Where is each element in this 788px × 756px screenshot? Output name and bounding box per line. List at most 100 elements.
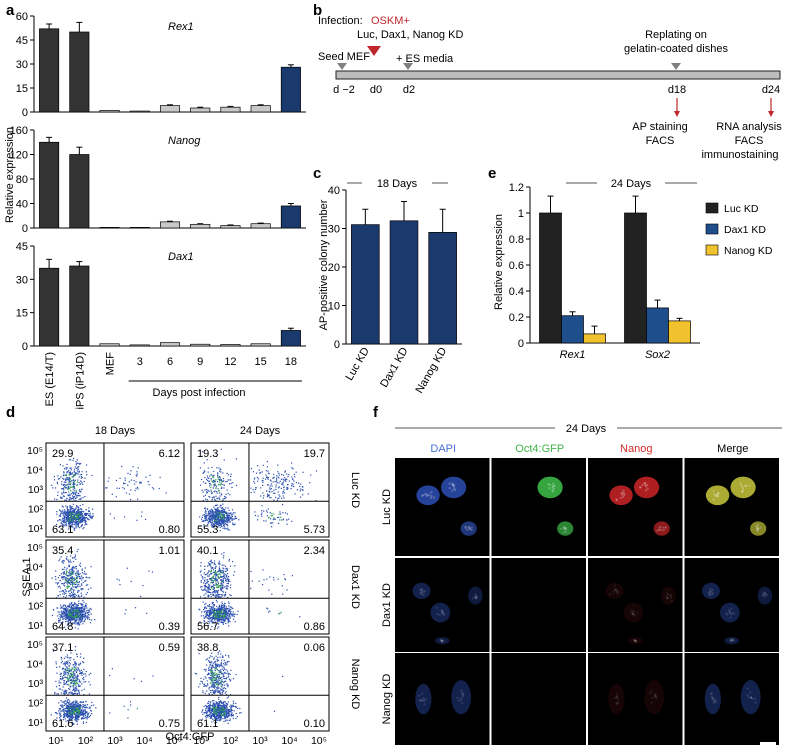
event-dot xyxy=(82,623,84,625)
event-dot xyxy=(208,490,210,492)
ap-staining-label: AP staining xyxy=(632,121,687,133)
event-dot xyxy=(80,613,82,616)
event-dot xyxy=(88,510,91,513)
event-dot xyxy=(64,608,67,610)
event-dot xyxy=(71,486,73,488)
event-dot xyxy=(78,689,80,692)
event-dot xyxy=(65,618,67,620)
event-dot xyxy=(204,576,206,579)
event-dot xyxy=(68,477,71,480)
event-dot xyxy=(78,515,80,518)
event-dot xyxy=(69,618,71,620)
event-dot xyxy=(209,682,211,684)
event-dot xyxy=(69,480,71,482)
event-dot xyxy=(209,518,211,520)
event-dot xyxy=(221,692,224,694)
event-dot xyxy=(71,580,73,582)
event-dot xyxy=(67,559,69,561)
event-dot xyxy=(63,674,65,677)
event-dot xyxy=(199,467,202,469)
event-dot xyxy=(64,661,66,663)
event-dot xyxy=(77,710,79,712)
bar xyxy=(99,343,120,347)
event-dot xyxy=(76,723,78,725)
event-dot xyxy=(217,520,219,522)
event-dot xyxy=(217,571,219,573)
event-dot xyxy=(73,480,76,482)
event-dot xyxy=(219,586,221,588)
event-dot xyxy=(80,617,82,619)
event-dot xyxy=(81,604,83,606)
event-dot xyxy=(233,615,235,618)
event-dot xyxy=(63,525,65,527)
event-dot xyxy=(72,676,74,678)
event-dot xyxy=(66,580,68,582)
event-dot xyxy=(75,690,77,692)
event-dot xyxy=(204,471,206,473)
event-dot xyxy=(83,526,85,529)
event-dot xyxy=(79,685,81,687)
event-dot xyxy=(231,514,233,516)
event-dot xyxy=(226,575,228,577)
event-dot xyxy=(73,685,75,687)
event-dot xyxy=(221,486,223,488)
event-dot xyxy=(211,520,214,522)
event-dot xyxy=(129,701,132,703)
event-dot xyxy=(72,566,74,568)
event-dot xyxy=(85,603,87,605)
quadrant-lr-value: 0.80 xyxy=(159,524,180,536)
event-dot xyxy=(68,699,70,701)
event-dot xyxy=(80,615,82,617)
event-dot xyxy=(77,523,79,525)
event-dot xyxy=(80,705,83,707)
event-dot xyxy=(76,521,78,523)
event-dot xyxy=(75,664,77,666)
event-dot xyxy=(71,518,73,520)
panel-e-title: 24 Days xyxy=(611,178,652,190)
event-dot xyxy=(222,619,224,621)
event-dot xyxy=(215,487,217,489)
event-dot xyxy=(75,709,77,711)
event-dot xyxy=(71,668,73,670)
event-dot xyxy=(70,679,72,682)
event-dot xyxy=(87,514,90,516)
event-dot xyxy=(272,481,274,483)
panel-a-x-group-label: Days post infection xyxy=(153,387,246,399)
event-dot xyxy=(58,708,60,710)
event-dot xyxy=(219,569,222,572)
event-dot xyxy=(80,714,82,716)
event-dot xyxy=(72,679,74,681)
event-dot xyxy=(217,509,219,511)
event-dot xyxy=(70,682,72,684)
event-dot xyxy=(216,612,218,614)
event-dot xyxy=(201,516,204,518)
event-dot xyxy=(218,524,220,527)
event-dot xyxy=(79,708,81,711)
event-dot xyxy=(218,677,221,679)
event-dot xyxy=(73,706,75,709)
quadrant-ur-value: 6.12 xyxy=(159,448,180,460)
event-dot xyxy=(86,711,88,713)
event-dot xyxy=(61,679,63,681)
event-dot xyxy=(67,513,69,515)
event-dot xyxy=(71,595,73,597)
event-dot xyxy=(66,671,68,674)
event-dot xyxy=(293,473,295,476)
event-dot xyxy=(85,584,87,586)
event-dot xyxy=(204,516,206,518)
event-dot xyxy=(202,690,204,692)
event-dot xyxy=(71,578,73,581)
event-dot xyxy=(73,468,75,470)
event-dot xyxy=(228,609,230,611)
event-dot xyxy=(215,573,217,575)
event-dot xyxy=(274,480,276,483)
event-dot xyxy=(214,662,217,664)
event-dot xyxy=(65,484,67,486)
event-dot xyxy=(60,692,63,694)
event-dot xyxy=(216,573,218,576)
event-dot xyxy=(61,689,63,691)
event-dot xyxy=(204,606,206,608)
event-dot xyxy=(217,676,220,679)
event-dot xyxy=(219,484,221,486)
event-dot xyxy=(233,574,235,576)
